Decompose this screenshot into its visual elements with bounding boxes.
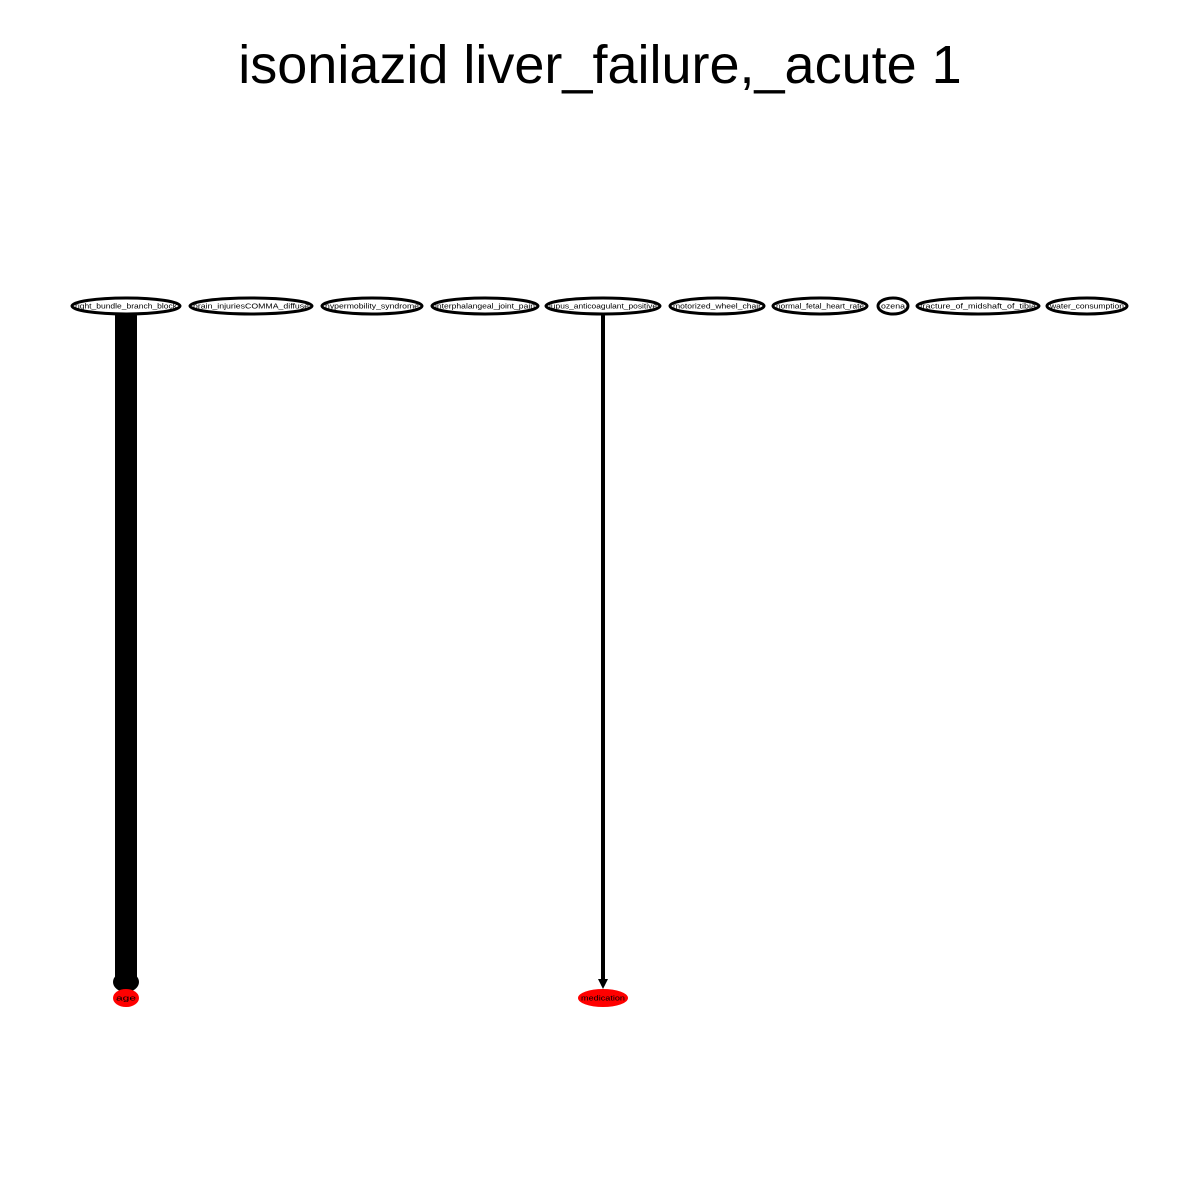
node-ellipse (70, 296, 182, 316)
source-node-n7[interactable]: normal_fetal_heart_rate (771, 296, 869, 316)
graph-title: isoniazid liver_failure,_acute 1 (238, 35, 962, 95)
edge-arrowhead (598, 979, 608, 989)
node-ellipse (578, 989, 628, 1007)
node-ellipse (430, 296, 540, 316)
node-label: normal_fetal_heart_rate (776, 304, 864, 311)
target-node-b2[interactable]: medication (578, 989, 628, 1007)
source-node-n6[interactable]: motorized_wheel_chair (668, 296, 766, 316)
node-label: age (116, 996, 136, 1003)
node-ellipse (113, 989, 139, 1007)
node-label: interphalangeal_joint_pain (435, 304, 535, 311)
source-node-n5[interactable]: lupus_anticoagulant_positive (544, 296, 662, 316)
node-label: water_consumption (1049, 304, 1124, 311)
node-ellipse (771, 296, 869, 316)
source-node-n1[interactable]: right_bundle_branch_block (70, 296, 182, 316)
source-node-n8[interactable]: ozena (876, 296, 910, 316)
node-ellipse (1045, 296, 1129, 316)
node-ellipse (320, 296, 424, 316)
node-ellipse (668, 296, 766, 316)
source-node-n3[interactable]: hypermobility_syndrome (320, 296, 424, 316)
node-label: brain_injuriesCOMMA_diffuse (193, 304, 309, 311)
source-node-n2[interactable]: brain_injuriesCOMMA_diffuse (188, 296, 314, 316)
edge-arrowhead (113, 972, 139, 992)
node-ellipse (544, 296, 662, 316)
source-node-n10[interactable]: water_consumption (1045, 296, 1129, 316)
source-node-n9[interactable]: fracture_of_midshaft_of_tibia (915, 296, 1041, 316)
node-ellipse (915, 296, 1041, 316)
node-label: ozena (881, 304, 905, 311)
node-label: motorized_wheel_chair (673, 304, 762, 311)
node-label: lupus_anticoagulant_positive (549, 304, 657, 311)
node-label: hypermobility_syndrome (325, 304, 419, 311)
node-ellipse (188, 296, 314, 316)
source-node-n4[interactable]: interphalangeal_joint_pain (430, 296, 540, 316)
node-ellipse (876, 296, 910, 316)
target-node-b1[interactable]: age (113, 989, 139, 1007)
node-label: medication (581, 996, 625, 1003)
node-label: right_bundle_branch_block (75, 304, 178, 311)
node-label: fracture_of_midshaft_of_tibia (920, 304, 1036, 311)
